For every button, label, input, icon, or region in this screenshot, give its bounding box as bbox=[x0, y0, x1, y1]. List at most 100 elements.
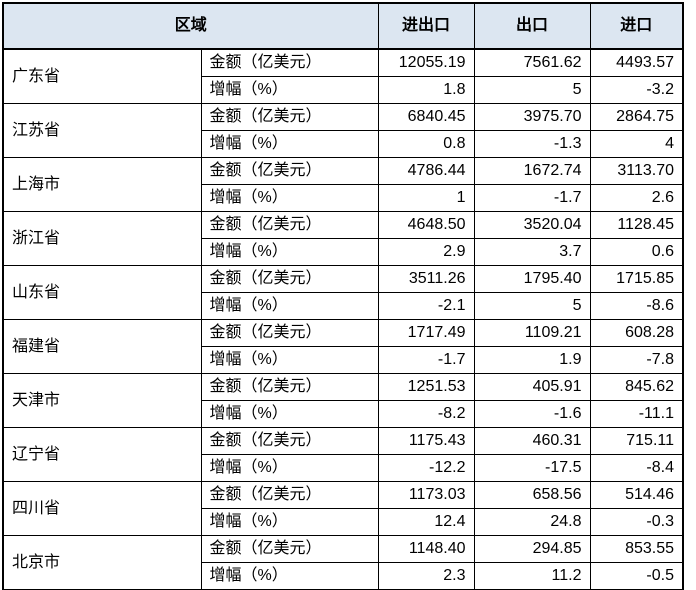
value-cell: 514.46 bbox=[589, 481, 684, 509]
value-cell: 4 bbox=[589, 130, 684, 158]
value-cell: -1.7 bbox=[377, 346, 475, 374]
metric-label-growth: 增幅（%） bbox=[200, 346, 379, 374]
value-cell: 1795.40 bbox=[473, 265, 591, 293]
value-cell: 715.11 bbox=[589, 427, 684, 455]
value-cell: 1715.85 bbox=[589, 265, 684, 293]
value-cell: 1.8 bbox=[377, 76, 475, 104]
metric-label-growth: 增幅（%） bbox=[200, 400, 379, 428]
metric-label-amount: 金额（亿美元） bbox=[200, 427, 379, 455]
header-cell-region: 区域 bbox=[2, 2, 379, 50]
value-cell: 2864.75 bbox=[589, 103, 684, 131]
value-cell: 4493.57 bbox=[589, 48, 684, 77]
value-cell: 3520.04 bbox=[473, 211, 591, 239]
table-row: 增幅（%） 1 -1.7 2.6 bbox=[3, 184, 684, 212]
value-cell: 1128.45 bbox=[589, 211, 684, 239]
metric-label-growth: 增幅（%） bbox=[200, 454, 379, 482]
value-cell: -0.5 bbox=[589, 562, 684, 590]
metric-label-growth: 增幅（%） bbox=[200, 238, 379, 266]
metric-label-amount: 金额（亿美元） bbox=[200, 265, 379, 293]
value-cell: 1251.53 bbox=[377, 373, 475, 401]
value-cell: 608.28 bbox=[589, 319, 684, 347]
province-cell: 天津市 bbox=[2, 373, 202, 428]
province-cell: 浙江省 bbox=[2, 211, 202, 266]
value-cell: -0.3 bbox=[589, 508, 684, 536]
province-cell: 辽宁省 bbox=[2, 427, 202, 482]
metric-label-growth: 增幅（%） bbox=[200, 292, 379, 320]
value-cell: 405.91 bbox=[473, 373, 591, 401]
value-cell: 3113.70 bbox=[589, 157, 684, 185]
table-row: 山东省 金额（亿美元） 3511.26 1795.40 1715.85 bbox=[2, 265, 684, 320]
province-cell: 江苏省 bbox=[2, 103, 202, 158]
value-cell: 2.3 bbox=[377, 562, 475, 590]
metric-label-amount: 金额（亿美元） bbox=[200, 211, 379, 239]
value-cell: 1.9 bbox=[473, 346, 591, 374]
value-cell: 853.55 bbox=[589, 535, 684, 563]
metric-label-amount: 金额（亿美元） bbox=[200, 103, 379, 131]
table-row: 增幅（%） -1.7 1.9 -7.8 bbox=[3, 346, 684, 374]
table-row: 江苏省 金额（亿美元） 6840.45 3975.70 2864.75 bbox=[2, 103, 684, 158]
value-cell: 460.31 bbox=[473, 427, 591, 455]
metric-label-growth: 增幅（%） bbox=[200, 76, 379, 104]
value-cell: 845.62 bbox=[589, 373, 684, 401]
value-cell: 24.8 bbox=[473, 508, 591, 536]
value-cell: 0.6 bbox=[589, 238, 684, 266]
table-row: 北京市 金额（亿美元） 1148.40 294.85 853.55 bbox=[2, 535, 684, 590]
value-cell: 1148.40 bbox=[377, 535, 475, 563]
value-cell: 3511.26 bbox=[377, 265, 475, 293]
value-cell: 7561.62 bbox=[473, 48, 591, 77]
value-cell: 5 bbox=[473, 292, 591, 320]
table-row: 广东省 金额（亿美元） 12055.19 7561.62 4493.57 bbox=[2, 48, 684, 104]
table-row: 增幅（%） 0.8 -1.3 4 bbox=[3, 130, 684, 158]
header-cell-export: 出口 bbox=[473, 2, 591, 50]
metric-label-growth: 增幅（%） bbox=[200, 130, 379, 158]
value-cell: -3.2 bbox=[589, 76, 684, 104]
value-cell: 2.6 bbox=[589, 184, 684, 212]
header-row: 区域 进出口 出口 进口 bbox=[2, 2, 684, 50]
metric-label-amount: 金额（亿美元） bbox=[200, 535, 379, 563]
table-row: 浙江省 金额（亿美元） 4648.50 3520.04 1128.45 bbox=[2, 211, 684, 266]
value-cell: 6840.45 bbox=[377, 103, 475, 131]
metric-label-growth: 增幅（%） bbox=[200, 562, 379, 590]
metric-label-amount: 金额（亿美元） bbox=[200, 481, 379, 509]
table-row: 增幅（%） 2.9 3.7 0.6 bbox=[3, 238, 684, 266]
province-cell: 福建省 bbox=[2, 319, 202, 374]
value-cell: -17.5 bbox=[473, 454, 591, 482]
table-row: 福建省 金额（亿美元） 1717.49 1109.21 608.28 bbox=[2, 319, 684, 374]
value-cell: -11.1 bbox=[589, 400, 684, 428]
value-cell: 3975.70 bbox=[473, 103, 591, 131]
value-cell: -1.3 bbox=[473, 130, 591, 158]
value-cell: 5 bbox=[473, 76, 591, 104]
metric-label-amount: 金额（亿美元） bbox=[200, 157, 379, 185]
value-cell: 4648.50 bbox=[377, 211, 475, 239]
province-cell: 上海市 bbox=[2, 157, 202, 212]
metric-label-growth: 增幅（%） bbox=[200, 508, 379, 536]
value-cell: 294.85 bbox=[473, 535, 591, 563]
header-cell-import-export: 进出口 bbox=[377, 2, 475, 50]
value-cell: 1175.43 bbox=[377, 427, 475, 455]
table-row: 增幅（%） -2.1 5 -8.6 bbox=[3, 292, 684, 320]
value-cell: 3.7 bbox=[473, 238, 591, 266]
value-cell: -2.1 bbox=[377, 292, 475, 320]
table-row: 上海市 金额（亿美元） 4786.44 1672.74 3113.70 bbox=[2, 157, 684, 212]
value-cell: 0.8 bbox=[377, 130, 475, 158]
value-cell: -8.2 bbox=[377, 400, 475, 428]
value-cell: 658.56 bbox=[473, 481, 591, 509]
metric-label-amount: 金额（亿美元） bbox=[200, 48, 379, 77]
province-cell: 广东省 bbox=[2, 48, 202, 104]
metric-label-amount: 金额（亿美元） bbox=[200, 319, 379, 347]
value-cell: 1109.21 bbox=[473, 319, 591, 347]
value-cell: 12055.19 bbox=[377, 48, 475, 77]
province-cell: 山东省 bbox=[2, 265, 202, 320]
value-cell: 1 bbox=[377, 184, 475, 212]
value-cell: 11.2 bbox=[473, 562, 591, 590]
value-cell: 1672.74 bbox=[473, 157, 591, 185]
trade-data-table: 区域 进出口 出口 进口 广东省 金额（亿美元） 12055.19 7561.6… bbox=[2, 2, 684, 590]
value-cell: -12.2 bbox=[377, 454, 475, 482]
table-row: 增幅（%） -8.2 -1.6 -11.1 bbox=[3, 400, 684, 428]
metric-label-growth: 增幅（%） bbox=[200, 184, 379, 212]
value-cell: -8.6 bbox=[589, 292, 684, 320]
table-row: 辽宁省 金额（亿美元） 1175.43 460.31 715.11 bbox=[2, 427, 684, 482]
value-cell: -1.6 bbox=[473, 400, 591, 428]
table-row: 天津市 金额（亿美元） 1251.53 405.91 845.62 bbox=[2, 373, 684, 428]
table-row: 增幅（%） 2.3 11.2 -0.5 bbox=[3, 562, 684, 590]
